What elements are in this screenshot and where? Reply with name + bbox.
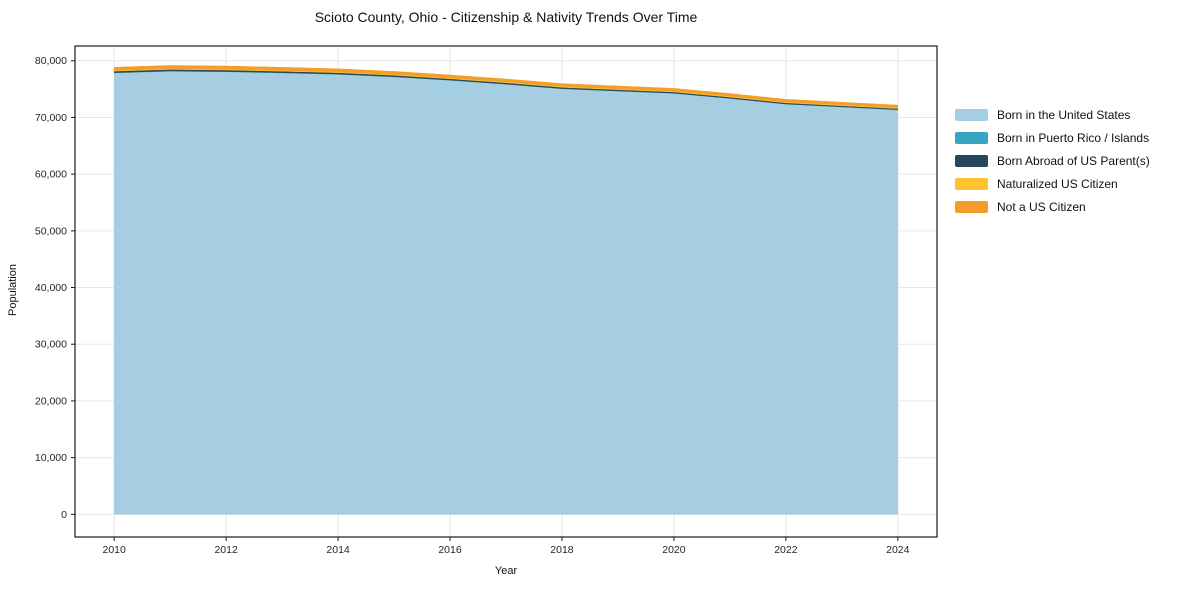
area-series-4 bbox=[113, 65, 899, 108]
legend-swatch-icon bbox=[955, 200, 988, 213]
legend-swatch-icon bbox=[955, 177, 988, 190]
legend-item: Naturalized US Citizen bbox=[955, 172, 1150, 195]
legend-label: Born Abroad of US Parent(s) bbox=[997, 153, 1150, 168]
x-tick-label: 2010 bbox=[103, 544, 127, 556]
legend: Born in the United States Born in Puerto … bbox=[955, 103, 1150, 218]
legend-item: Born Abroad of US Parent(s) bbox=[955, 149, 1150, 172]
y-tick-label: 30,000 bbox=[35, 339, 67, 351]
y-tick-label: 70,000 bbox=[35, 112, 67, 124]
y-tick-label: 0 bbox=[61, 509, 67, 521]
y-tick-label: 10,000 bbox=[35, 452, 67, 464]
area-series-0 bbox=[113, 70, 899, 515]
x-tick-label: 2020 bbox=[662, 544, 686, 556]
x-tick-label: 2018 bbox=[550, 544, 574, 556]
legend-label: Not a US Citizen bbox=[997, 199, 1086, 214]
y-axis-label: Population bbox=[7, 264, 19, 316]
x-tick-label: 2022 bbox=[774, 544, 798, 556]
x-tick-label: 2014 bbox=[326, 544, 350, 556]
plot-border bbox=[74, 45, 938, 538]
x-tick-label: 2012 bbox=[214, 544, 238, 556]
legend-swatch-icon bbox=[955, 108, 988, 121]
legend-label: Born in the United States bbox=[997, 107, 1131, 122]
legend-label: Naturalized US Citizen bbox=[997, 176, 1118, 191]
x-axis-label: Year bbox=[494, 565, 518, 577]
y-tick-label: 20,000 bbox=[35, 395, 67, 407]
legend-swatch-icon bbox=[955, 131, 988, 144]
y-tick-label: 80,000 bbox=[35, 55, 67, 67]
x-tick-label: 2024 bbox=[886, 544, 910, 556]
legend-item: Not a US Citizen bbox=[955, 195, 1150, 218]
legend-item: Born in the United States bbox=[955, 103, 1150, 126]
y-tick-label: 60,000 bbox=[35, 169, 67, 181]
legend-swatch-icon bbox=[955, 154, 988, 167]
legend-item: Born in Puerto Rico / Islands bbox=[955, 126, 1150, 149]
y-tick-label: 40,000 bbox=[35, 282, 67, 294]
x-tick-label: 2016 bbox=[438, 544, 462, 556]
legend-label: Born in Puerto Rico / Islands bbox=[997, 130, 1150, 145]
y-tick-label: 50,000 bbox=[35, 225, 67, 237]
chart-title: Scioto County, Ohio - Citizenship & Nati… bbox=[314, 9, 698, 25]
